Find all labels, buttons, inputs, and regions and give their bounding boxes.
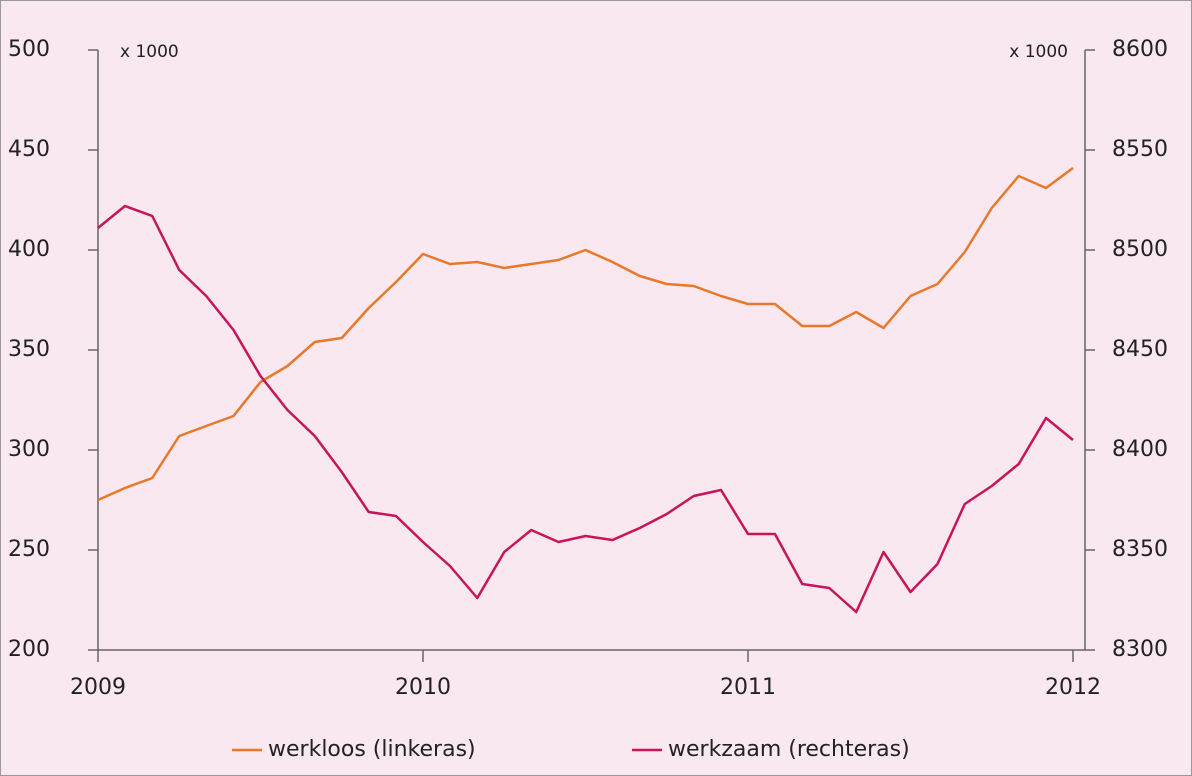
x-tick-label: 2009 xyxy=(70,675,126,700)
series-line xyxy=(97,204,1074,614)
x-tick-label: 2011 xyxy=(720,675,776,700)
x-tick-label: 2012 xyxy=(1045,675,1101,700)
x-tick-label: 2010 xyxy=(395,675,451,700)
y2-unit: x 1000 xyxy=(1009,42,1068,62)
y-tick-label: 500 xyxy=(8,37,50,62)
y-tick-label: 250 xyxy=(8,537,50,562)
y-tick-label: 350 xyxy=(8,337,50,362)
y-tick-label: 400 xyxy=(8,237,50,262)
y2-tick-label: 8450 xyxy=(1112,337,1168,362)
y2-tick-label: 8550 xyxy=(1112,137,1168,162)
y-tick-label: 450 xyxy=(8,137,50,162)
series-line xyxy=(97,166,1074,502)
y2-tick-label: 8600 xyxy=(1112,37,1168,62)
y-tick-label: 200 xyxy=(8,637,50,662)
y2-tick-label: 8500 xyxy=(1112,237,1168,262)
y-unit: x 1000 xyxy=(120,42,179,62)
y2-tick-label: 8350 xyxy=(1112,537,1168,562)
y2-tick-label: 8400 xyxy=(1112,437,1168,462)
legend-label: werkloos (linkeras) xyxy=(268,737,476,762)
legend-label: werkzaam (rechteras) xyxy=(668,737,910,762)
y-tick-label: 300 xyxy=(8,437,50,462)
y2-tick-label: 8300 xyxy=(1112,637,1168,662)
